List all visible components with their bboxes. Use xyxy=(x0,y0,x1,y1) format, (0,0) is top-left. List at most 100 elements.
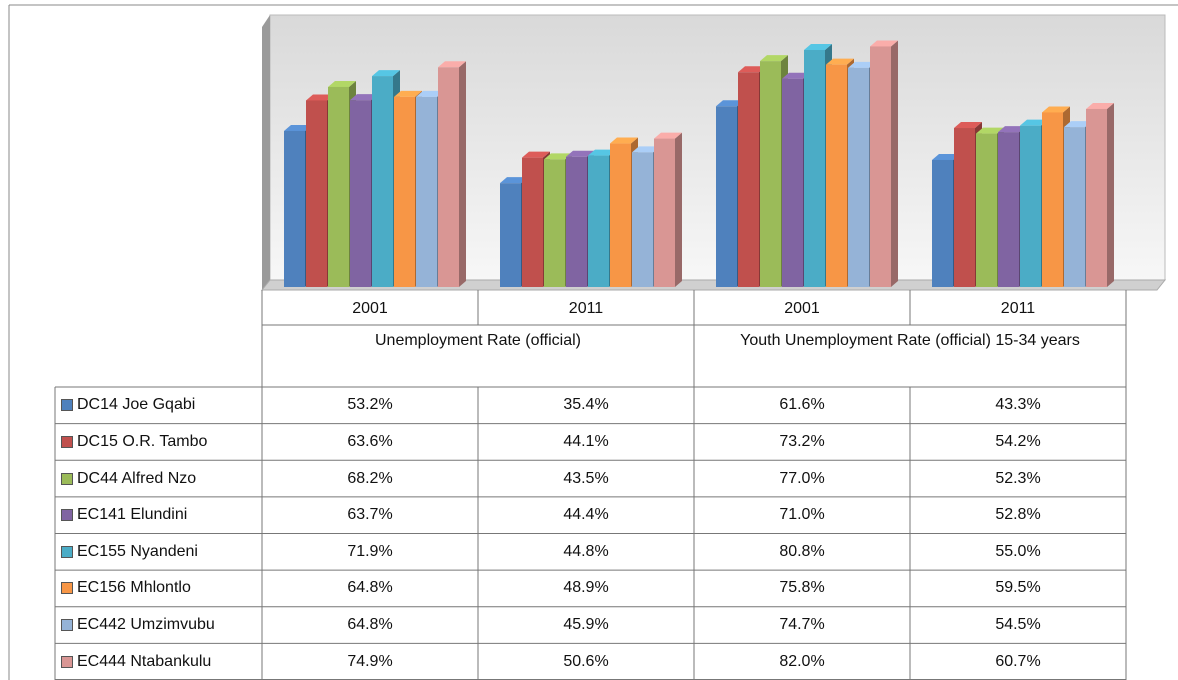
legend-key xyxy=(61,619,73,632)
bar-top xyxy=(350,94,378,101)
bar xyxy=(1086,108,1107,288)
value-label: 60.7% xyxy=(910,643,1126,680)
bar-side xyxy=(675,132,682,287)
category-label-text: 2011 xyxy=(568,299,604,317)
value-label-text: 68.2% xyxy=(347,469,393,487)
value-label: 73.2% xyxy=(694,424,910,461)
value-label: 77.0% xyxy=(694,460,910,497)
bar-top xyxy=(976,127,1004,134)
group-label-text: Youth Unemployment Rate (official) 15-34… xyxy=(740,332,1080,349)
bar xyxy=(760,61,781,288)
value-label: 64.8% xyxy=(262,570,478,607)
bar xyxy=(870,46,891,287)
value-label-text: 44.4% xyxy=(563,506,609,524)
legend-entry: EC141 Elundini xyxy=(55,497,262,534)
legend-entry: DC44 Alfred Nzo xyxy=(55,460,262,497)
bar-top xyxy=(284,124,312,131)
value-label-text: 74.9% xyxy=(347,652,393,670)
legend-key xyxy=(61,545,73,558)
value-label-text: 75.8% xyxy=(779,579,825,597)
value-label: 44.8% xyxy=(478,534,694,571)
bar-side xyxy=(459,61,466,287)
legend-entry: EC156 Mhlontlo xyxy=(55,570,262,607)
bar xyxy=(306,100,327,287)
bar xyxy=(782,78,803,287)
value-label: 44.1% xyxy=(478,424,694,461)
value-label-text: 82.0% xyxy=(779,652,825,670)
legend-text: DC14 Joe Gqabi xyxy=(77,396,196,414)
value-label-text: 60.7% xyxy=(995,652,1041,670)
value-label-text: 54.2% xyxy=(995,432,1041,450)
bar-top xyxy=(760,55,788,62)
bar xyxy=(610,143,631,287)
bar-top xyxy=(522,151,550,158)
value-label-text: 48.9% xyxy=(563,579,609,597)
bar xyxy=(588,155,609,287)
value-label-text: 44.1% xyxy=(563,432,609,450)
bar xyxy=(544,159,565,287)
bar-top xyxy=(372,70,400,77)
bar-top xyxy=(738,66,766,73)
value-label-text: 64.8% xyxy=(347,579,393,597)
bar xyxy=(394,96,415,287)
value-label: 52.3% xyxy=(910,460,1126,497)
value-label: 55.0% xyxy=(910,534,1126,571)
value-label: 52.8% xyxy=(910,497,1126,534)
value-label: 71.0% xyxy=(694,497,910,534)
legend-text: EC141 Elundini xyxy=(77,506,188,524)
value-label: 68.2% xyxy=(262,460,478,497)
group-label: Youth Unemployment Rate (official) 15-34… xyxy=(694,326,1126,386)
value-label-text: 59.5% xyxy=(995,579,1041,597)
bar-top xyxy=(588,149,616,156)
value-label-text: 74.7% xyxy=(779,616,825,634)
value-label: 50.6% xyxy=(478,643,694,680)
category-label: 2001 xyxy=(694,292,910,325)
value-label-text: 52.3% xyxy=(995,469,1041,487)
value-label: 75.8% xyxy=(694,570,910,607)
value-label-text: 71.0% xyxy=(779,506,825,524)
bar xyxy=(372,76,393,288)
bar-top xyxy=(998,126,1026,133)
legend-text: DC15 O.R. Tambo xyxy=(77,432,208,450)
bar xyxy=(522,157,543,287)
value-label: 54.2% xyxy=(910,424,1126,461)
value-label: 45.9% xyxy=(478,607,694,644)
value-label-text: 43.5% xyxy=(563,469,609,487)
group-label-text: Unemployment Rate (official) xyxy=(374,332,581,349)
value-label-text: 64.8% xyxy=(347,616,393,634)
bar xyxy=(716,106,737,287)
legend-key xyxy=(61,582,73,595)
legend-key xyxy=(61,472,73,485)
bar xyxy=(328,86,349,288)
bar-top xyxy=(500,177,528,184)
value-label: 54.5% xyxy=(910,607,1126,644)
bar xyxy=(954,128,975,287)
bar xyxy=(654,138,675,287)
bar-top xyxy=(848,61,876,68)
bar-top xyxy=(954,122,982,129)
value-label-text: 61.6% xyxy=(779,396,825,414)
value-label-text: 77.0% xyxy=(779,469,825,487)
category-label-text: 2011 xyxy=(1000,299,1036,317)
bar xyxy=(932,159,953,287)
value-label: 64.8% xyxy=(262,607,478,644)
bar-side xyxy=(1107,102,1114,287)
legend-text: EC156 Mhlontlo xyxy=(77,579,191,597)
group-label: Unemployment Rate (official) xyxy=(262,326,694,386)
value-label-text: 45.9% xyxy=(563,616,609,634)
bar xyxy=(804,49,825,288)
bar xyxy=(976,133,997,287)
bar-top xyxy=(566,150,594,157)
value-label: 74.9% xyxy=(262,643,478,680)
bar-top xyxy=(610,137,638,144)
category-label: 2011 xyxy=(910,292,1126,325)
table-lines xyxy=(54,290,1127,680)
bar xyxy=(566,156,587,287)
value-label: 44.4% xyxy=(478,497,694,534)
bar xyxy=(350,100,371,287)
bar-top xyxy=(544,153,572,160)
value-label: 71.9% xyxy=(262,534,478,571)
value-label-text: 63.7% xyxy=(347,506,393,524)
category-label: 2001 xyxy=(262,292,478,325)
